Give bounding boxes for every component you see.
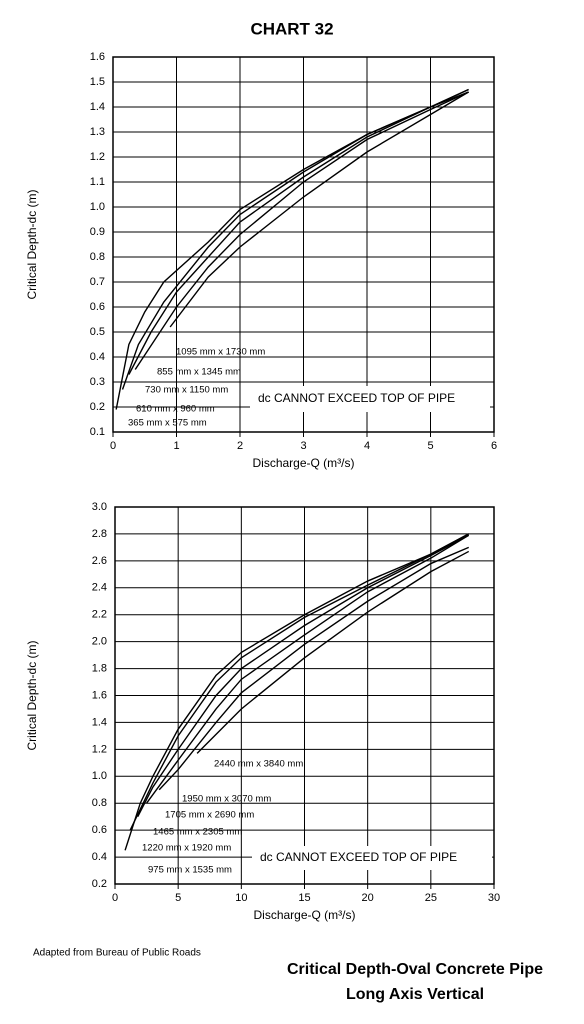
curve-label: 855 mm x 1345 mm [157,367,241,378]
x-axis-label: Discharge-Q (m³/s) [252,456,354,470]
y-tick-label: 2.4 [92,582,107,594]
plot-frame [114,506,495,885]
y-tick-label: 1.3 [90,126,105,138]
y-tick-label: 0.6 [90,301,105,313]
y-tick-label: 0.2 [92,878,107,890]
y-tick-label: 0.7 [90,276,105,288]
y-tick-label: 1.0 [90,201,105,213]
curve [124,533,470,851]
y-tick-label: 1.4 [92,716,107,728]
y-tick-label: 0.2 [90,401,105,413]
curve [128,91,469,375]
caption: Long Axis Vertical [346,986,484,1003]
x-tick-label: 5 [175,892,181,904]
y-tick-label: 0.3 [90,376,105,388]
plot-frame [112,56,495,433]
y-tick-label: 0.8 [90,251,105,263]
curve [121,88,469,390]
curve-label: 365 mm x 575 mm [128,418,207,429]
curve [169,91,469,328]
y-tick-label: 3.0 [92,501,107,513]
x-tick-label: 3 [300,440,306,452]
curve-label: 975 mm x 1535 mm [148,865,232,876]
y-tick-label: 0.8 [92,797,107,809]
caption: Critical Depth-Oval Concrete Pipe [287,961,543,978]
curve-label: 1465 mm x 2305 mm [153,827,242,838]
curve [146,534,470,804]
x-tick-label: 10 [235,892,247,904]
x-tick-label: 0 [112,892,118,904]
y-tick-label: 1.4 [90,101,105,113]
x-tick-label: 0 [110,440,116,452]
x-axis-label: Discharge-Q (m³/s) [253,908,355,922]
y-tick-label: 0.4 [92,851,107,863]
y-tick-label: 2.0 [92,636,107,648]
annotation-box [250,386,490,412]
x-tick-label: 20 [362,892,374,904]
y-tick-label: 0.4 [90,351,105,363]
page-title: CHART 32 [250,19,333,38]
y-tick-label: 1.1 [90,176,105,188]
x-tick-label: 30 [488,892,500,904]
curve-label: 1950 mm x 3070 mm [182,794,271,805]
annotation: dc CANNOT EXCEED TOP OF PIPE [258,391,455,405]
y-tick-label: 1.8 [92,662,107,674]
y-tick-label: 0.1 [90,426,105,438]
curve [137,534,470,817]
curve [115,88,469,410]
annotation-box [252,846,492,870]
curve [134,91,469,370]
y-tick-label: 2.8 [92,528,107,540]
y-tick-label: 2.6 [92,555,107,567]
y-tick-label: 0.5 [90,326,105,338]
x-tick-label: 6 [491,440,497,452]
y-tick-label: 1.2 [92,743,107,755]
x-tick-label: 25 [425,892,437,904]
curve-label: 1220 mm x 1920 mm [142,843,231,854]
y-tick-label: 0.9 [90,226,105,238]
curve [129,533,470,831]
y-tick-label: 1.5 [90,76,105,88]
y-axis-label: Critical Depth-dc (m) [25,189,39,299]
y-tick-label: 1.6 [90,51,105,63]
y-tick-label: 1.0 [92,770,107,782]
source-note: Adapted from Bureau of Public Roads [33,948,201,959]
curve [158,546,470,791]
x-tick-label: 1 [173,440,179,452]
y-tick-label: 2.2 [92,609,107,621]
curve-label: 730 mm x 1150 mm [145,385,228,396]
curve-label: 610 mm x 960 mm [136,404,215,415]
x-tick-label: 4 [364,440,370,452]
curve-label: 2440 mm x 3840 mm [214,759,303,770]
y-tick-label: 1.2 [90,151,105,163]
y-tick-label: 1.6 [92,689,107,701]
y-tick-label: 0.6 [92,824,107,836]
x-tick-label: 2 [237,440,243,452]
curve [196,550,470,754]
x-tick-label: 15 [298,892,310,904]
curve-label: 1095 mm x 1730 mm [176,347,265,358]
y-axis-label: Critical Depth-dc (m) [25,640,39,750]
x-tick-label: 5 [427,440,433,452]
curve-label: 1705 mm x 2690 mm [165,810,254,821]
annotation: dc CANNOT EXCEED TOP OF PIPE [260,850,457,864]
